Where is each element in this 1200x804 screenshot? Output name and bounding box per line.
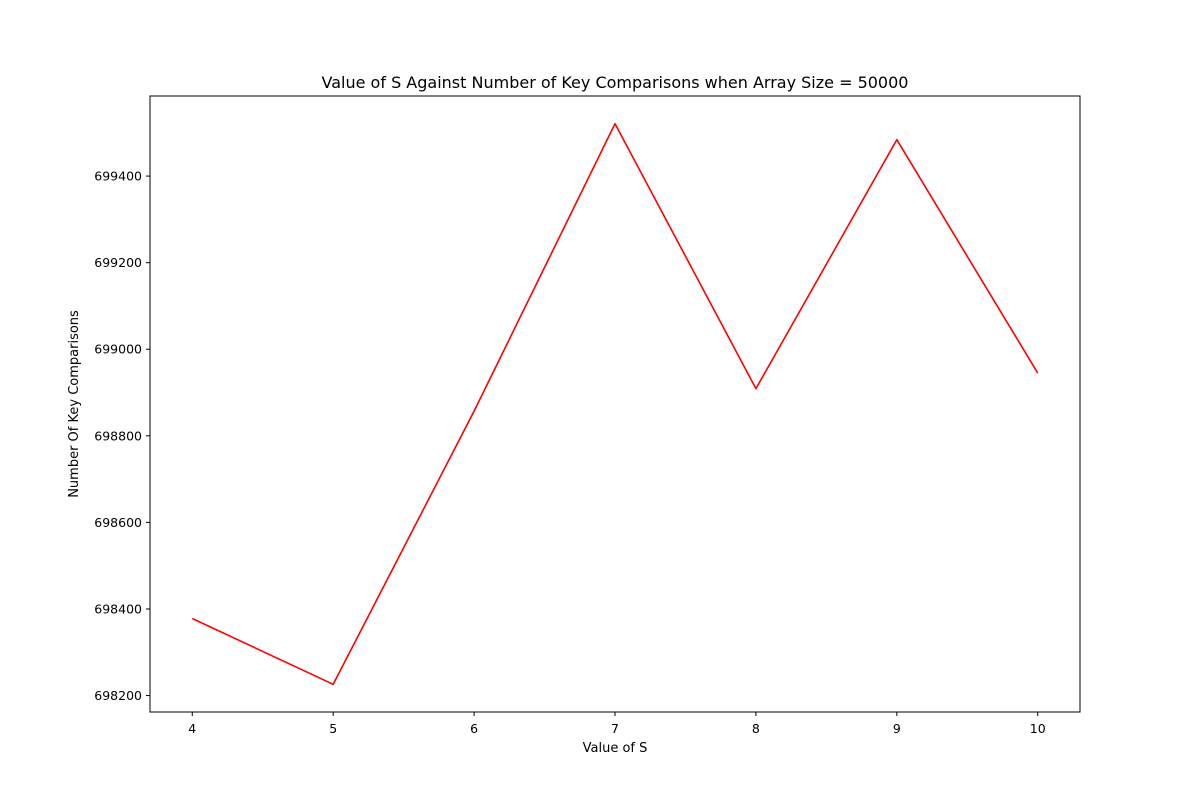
y-tick-label: 698200 [94,688,142,703]
y-tick-label: 698600 [94,515,142,530]
plot-frame [149,95,1081,713]
x-tick-label: 7 [611,721,619,736]
x-tick-label: 6 [470,721,478,736]
series-line-0 [191,122,1039,686]
y-tick-label: 698800 [94,428,142,443]
y-axis-label: Number Of Key Comparisons [67,310,82,498]
y-tick-label: 699200 [94,255,142,270]
x-axis-label: Value of S [583,741,648,756]
x-tick-label: 4 [188,721,196,736]
x-tick-label: 5 [329,721,337,736]
chart-title: Value of S Against Number of Key Compari… [322,73,909,92]
plot-area [149,95,1081,713]
x-tick-label: 8 [752,721,760,736]
x-tick-label: 9 [893,721,901,736]
y-tick-label: 698400 [94,601,142,616]
y-axis: 698200 698400 698600 698800 699000 699200 6994… [94,169,150,703]
x-tick-label: 10 [1030,721,1046,736]
y-tick-label: 699000 [94,342,142,357]
y-tick-label: 699400 [94,169,142,184]
x-axis: 4 5 6 7 8 9 10 [188,712,1046,736]
